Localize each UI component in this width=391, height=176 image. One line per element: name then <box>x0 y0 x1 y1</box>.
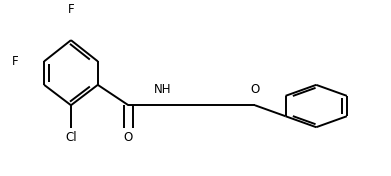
Text: F: F <box>68 3 74 16</box>
Text: NH: NH <box>154 83 172 96</box>
Text: O: O <box>250 83 260 96</box>
Text: O: O <box>124 131 133 144</box>
Text: Cl: Cl <box>65 131 77 144</box>
Text: F: F <box>13 55 19 68</box>
